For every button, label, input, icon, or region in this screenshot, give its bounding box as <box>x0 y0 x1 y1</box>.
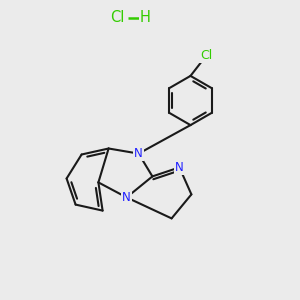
Text: Cl: Cl <box>110 11 124 26</box>
Text: H: H <box>140 11 151 26</box>
Text: N: N <box>122 191 131 204</box>
Text: N: N <box>175 161 184 174</box>
Text: Cl: Cl <box>200 49 212 62</box>
Text: N: N <box>134 147 143 160</box>
